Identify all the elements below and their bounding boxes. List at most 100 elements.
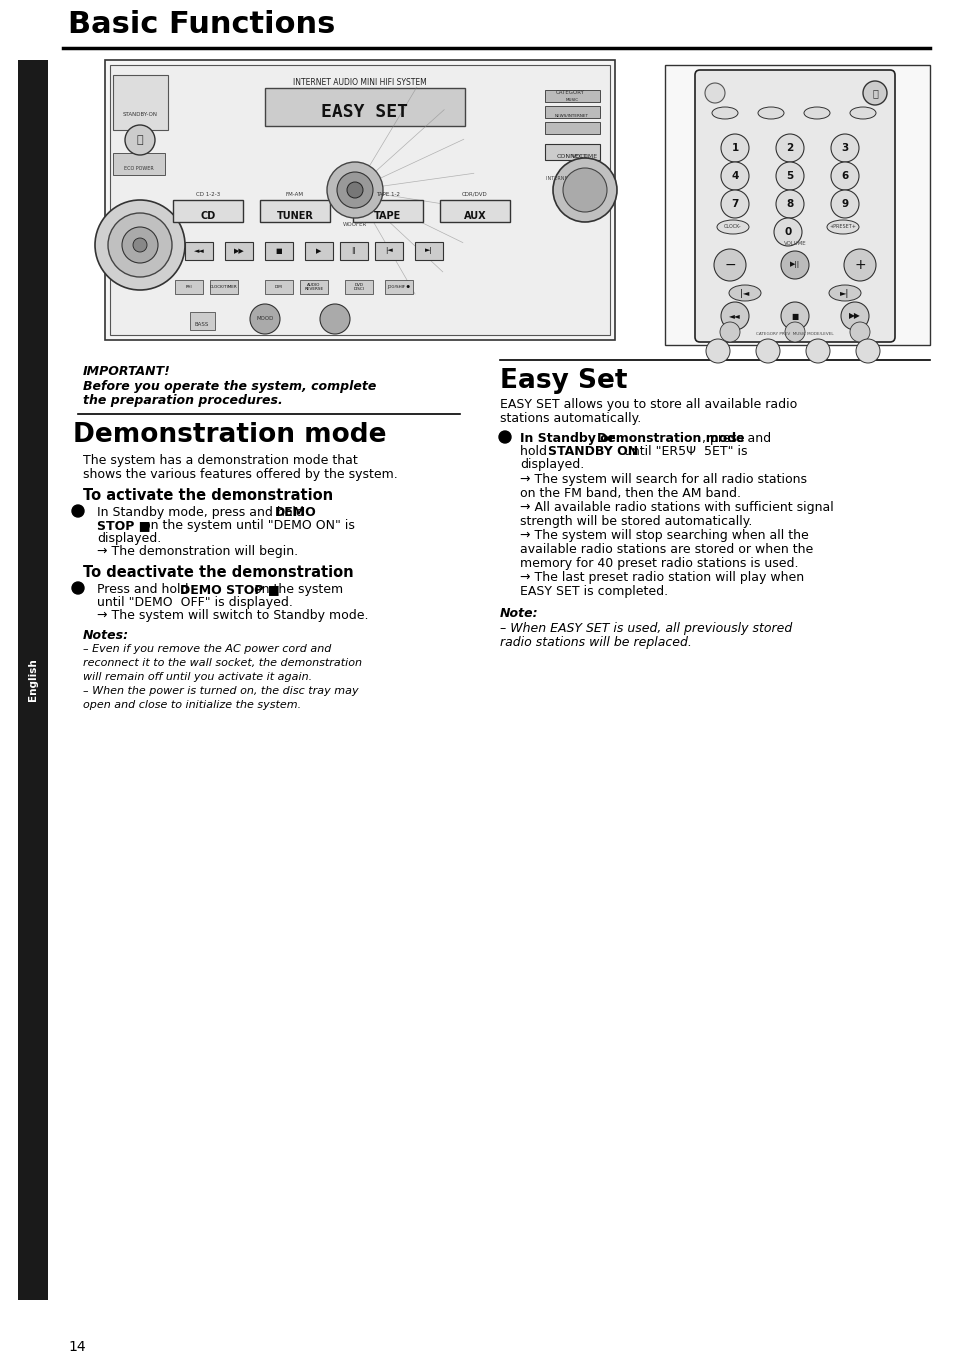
Text: CLOCK/TIMER: CLOCK/TIMER <box>210 285 237 290</box>
Circle shape <box>71 505 84 517</box>
Text: 8: 8 <box>785 199 793 208</box>
Text: Note:: Note: <box>499 607 538 620</box>
Circle shape <box>781 302 808 330</box>
Text: EASY SET is completed.: EASY SET is completed. <box>519 584 667 598</box>
Text: CATEGORY PREV  MUSIC MODE/LEVEL: CATEGORY PREV MUSIC MODE/LEVEL <box>756 331 833 336</box>
Bar <box>299 280 328 294</box>
Text: CLOCK-: CLOCK- <box>723 225 741 230</box>
Text: will remain off until you activate it again.: will remain off until you activate it ag… <box>83 672 312 682</box>
Text: AUX: AUX <box>463 211 486 221</box>
Text: |◄: |◄ <box>740 288 749 298</box>
Bar <box>544 122 599 134</box>
Text: English: English <box>28 659 38 701</box>
Text: Demonstration mode: Demonstration mode <box>73 422 386 448</box>
Text: INTERNET / PC AUDIO: INTERNET / PC AUDIO <box>545 175 598 180</box>
Circle shape <box>720 162 748 189</box>
Text: on the FM band, then the AM band.: on the FM band, then the AM band. <box>519 487 740 501</box>
Text: AUDIO
REVERSE: AUDIO REVERSE <box>304 283 323 291</box>
Bar <box>305 242 333 260</box>
Text: STANDBY-ON: STANDBY-ON <box>122 112 157 116</box>
Text: 6: 6 <box>841 170 848 181</box>
Text: ▶: ▶ <box>316 248 321 254</box>
Bar <box>375 242 402 260</box>
Text: 1: 1 <box>731 143 738 153</box>
Circle shape <box>720 302 748 330</box>
Text: INTERNET AUDIO MINI HIFI SYSTEM: INTERNET AUDIO MINI HIFI SYSTEM <box>293 78 426 87</box>
Text: 2: 2 <box>785 143 793 153</box>
Bar <box>185 242 213 260</box>
Text: 9: 9 <box>841 199 847 208</box>
Circle shape <box>841 302 868 330</box>
Ellipse shape <box>711 107 738 119</box>
Circle shape <box>327 162 382 218</box>
Circle shape <box>336 172 373 208</box>
Text: PHI: PHI <box>186 285 193 290</box>
Bar <box>544 106 599 118</box>
Text: EASY SET allows you to store all available radio: EASY SET allows you to store all availab… <box>499 398 797 411</box>
Circle shape <box>781 252 808 279</box>
Text: TUNER: TUNER <box>276 211 314 221</box>
Text: ⏻: ⏻ <box>871 88 877 97</box>
Text: → The system will search for all radio stations: → The system will search for all radio s… <box>519 474 806 486</box>
Text: DIM: DIM <box>274 285 283 290</box>
Bar <box>112 74 168 130</box>
Circle shape <box>855 340 879 363</box>
Circle shape <box>132 238 147 252</box>
Circle shape <box>720 189 748 218</box>
Circle shape <box>250 304 280 334</box>
Text: VOLUME: VOLUME <box>572 154 598 160</box>
Text: memory for 40 preset radio stations is used.: memory for 40 preset radio stations is u… <box>519 557 798 570</box>
Text: Notes:: Notes: <box>83 629 129 643</box>
Text: ▶▶: ▶▶ <box>848 311 860 321</box>
Text: ▶▶: ▶▶ <box>233 248 244 254</box>
Text: In Standby mode, press and hold: In Standby mode, press and hold <box>97 506 308 520</box>
Text: −: − <box>723 258 735 272</box>
Circle shape <box>830 189 858 218</box>
Text: ■: ■ <box>275 248 282 254</box>
Circle shape <box>755 340 780 363</box>
Text: 0: 0 <box>783 227 791 237</box>
Bar <box>172 200 243 222</box>
Circle shape <box>122 227 158 262</box>
Bar <box>415 242 442 260</box>
Text: FM-AM: FM-AM <box>286 192 304 198</box>
Circle shape <box>562 168 606 212</box>
Text: JOG/SHIF ●: JOG/SHIF ● <box>387 285 410 290</box>
Text: Press and hold: Press and hold <box>97 583 193 597</box>
Bar <box>664 65 929 345</box>
Bar <box>544 91 599 101</box>
Text: +PRESET+: +PRESET+ <box>829 225 856 230</box>
Text: Demonstration mode: Demonstration mode <box>597 432 744 445</box>
Text: → The demonstration will begin.: → The demonstration will begin. <box>97 545 297 557</box>
Text: stations automatically.: stations automatically. <box>499 413 640 425</box>
Text: CATEGORY: CATEGORY <box>555 91 584 95</box>
Circle shape <box>720 322 740 342</box>
Circle shape <box>347 183 363 198</box>
Text: NEWS/INTERNET: NEWS/INTERNET <box>555 114 588 118</box>
Text: The system has a demonstration mode that: The system has a demonstration mode that <box>83 455 357 467</box>
Text: ◄◄: ◄◄ <box>728 311 740 321</box>
Text: – When EASY SET is used, all previously stored: – When EASY SET is used, all previously … <box>499 622 791 635</box>
Text: ▶||: ▶|| <box>789 261 800 268</box>
Text: ECO POWER: ECO POWER <box>124 166 153 170</box>
Text: until "DEMO  OFF" is displayed.: until "DEMO OFF" is displayed. <box>97 597 293 609</box>
Circle shape <box>843 249 875 281</box>
Text: ⏻: ⏻ <box>136 135 143 145</box>
Bar <box>265 280 293 294</box>
Text: +: + <box>853 258 865 272</box>
Text: Basic Functions: Basic Functions <box>68 9 335 39</box>
Text: STOP ■: STOP ■ <box>97 520 151 532</box>
Bar <box>260 200 330 222</box>
Text: Easy Set: Easy Set <box>499 368 627 394</box>
Text: To deactivate the demonstration: To deactivate the demonstration <box>83 566 354 580</box>
Text: 7: 7 <box>731 199 738 208</box>
Bar <box>190 313 214 330</box>
Bar <box>105 60 615 340</box>
Text: 4: 4 <box>731 170 738 181</box>
Text: VOLUME: VOLUME <box>782 241 805 246</box>
Text: To activate the demonstration: To activate the demonstration <box>83 488 333 503</box>
Circle shape <box>775 134 803 162</box>
Bar <box>544 143 599 160</box>
Text: MOOD: MOOD <box>256 317 274 322</box>
Circle shape <box>319 304 350 334</box>
